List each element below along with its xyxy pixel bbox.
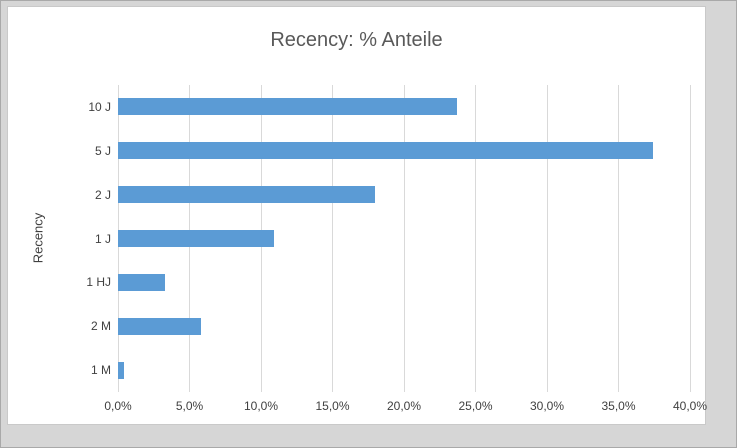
bar-10-j[interactable] [118,98,457,116]
bar-1-m[interactable] [118,361,124,379]
chart-title: Recency: % Anteile [270,29,443,51]
x-tick-label: 10,0% [243,399,279,413]
x-tick-label: 15,0% [315,399,350,413]
category-label: 1 HJ [86,275,111,290]
bar-5-j[interactable] [118,142,653,160]
x-axis-tick-labels: 0,0% 5,0% 10,0% 15,0% 20,0% 25,0% 30,0% 35,0% 40… [104,399,707,417]
x-tick-label: 20,0% [386,399,422,413]
chart-container[interactable]: Recency: % Anteile Recency 10 J 5 J 2 J 1 J… [7,6,707,425]
bar-1-j[interactable] [118,230,274,247]
x-tick-label: 30,0% [529,399,565,413]
category-label: 1 J [94,231,111,246]
bar-row [118,173,690,217]
bar-row [118,304,690,348]
gridline [332,85,333,392]
y-axis-category-labels: 10 J 5 J 2 J 1 J 1 HJ 2 M 1 M [53,85,111,392]
category-label: 2 J [94,187,111,202]
gridline [618,85,619,392]
bar-row [118,348,690,392]
category-label: 2 M [90,319,111,334]
bar-row [118,260,690,304]
category-label: 10 J [88,99,111,114]
x-tick-label: 0,0% [104,399,132,413]
x-tick-label: 40,0% [672,399,708,413]
category-label: 5 J [94,143,111,158]
bar-2-j[interactable] [118,186,376,204]
x-tick-label: 25,0% [458,399,493,413]
bar-2-m[interactable] [118,317,201,335]
gridline [546,85,548,392]
bar-row [118,217,690,261]
gridline [689,85,691,392]
gridline [475,85,476,392]
category-label: 1 M [90,363,111,378]
bar-1-hj[interactable] [118,273,166,291]
x-tick-label: 5,0% [175,399,204,413]
bar-row [118,129,690,173]
gridline [403,85,405,392]
plot-area [117,85,691,392]
y-axis-title: Recency [30,212,46,264]
bar-row [118,85,690,129]
x-tick-label: 35,0% [601,399,636,413]
bar-series [118,85,690,392]
